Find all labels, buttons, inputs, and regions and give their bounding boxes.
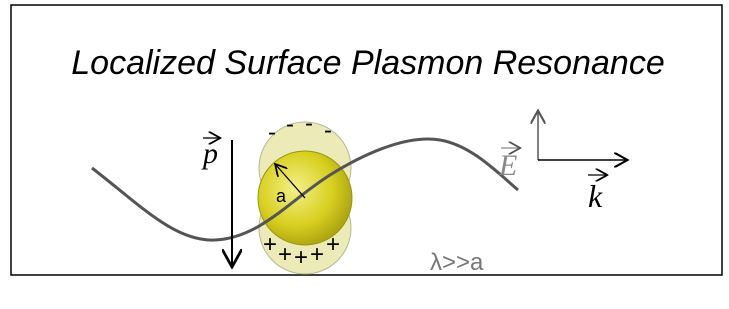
positive-charge: + [310, 241, 324, 268]
positive-charge: + [263, 231, 277, 258]
title: Localized Surface Plasmon Resonance [71, 44, 664, 82]
condition-label: λ>>a [430, 249, 484, 276]
wavevector-label: k [588, 178, 603, 214]
positive-charge: + [326, 231, 340, 258]
field-label: E [498, 149, 517, 182]
negative-charge: - [324, 117, 332, 144]
positive-charge: + [294, 244, 308, 271]
negative-charge: - [268, 119, 276, 146]
radius-label: a [276, 186, 287, 206]
negative-charge: - [305, 110, 313, 137]
negative-charge: - [286, 111, 294, 138]
dipole-label: p [201, 137, 218, 170]
page: {"title": "Localized Surface Plasmon Res… [0, 0, 729, 309]
diagram: Localized Surface Plasmon Resonance a p … [0, 0, 729, 309]
positive-charge: + [278, 241, 292, 268]
